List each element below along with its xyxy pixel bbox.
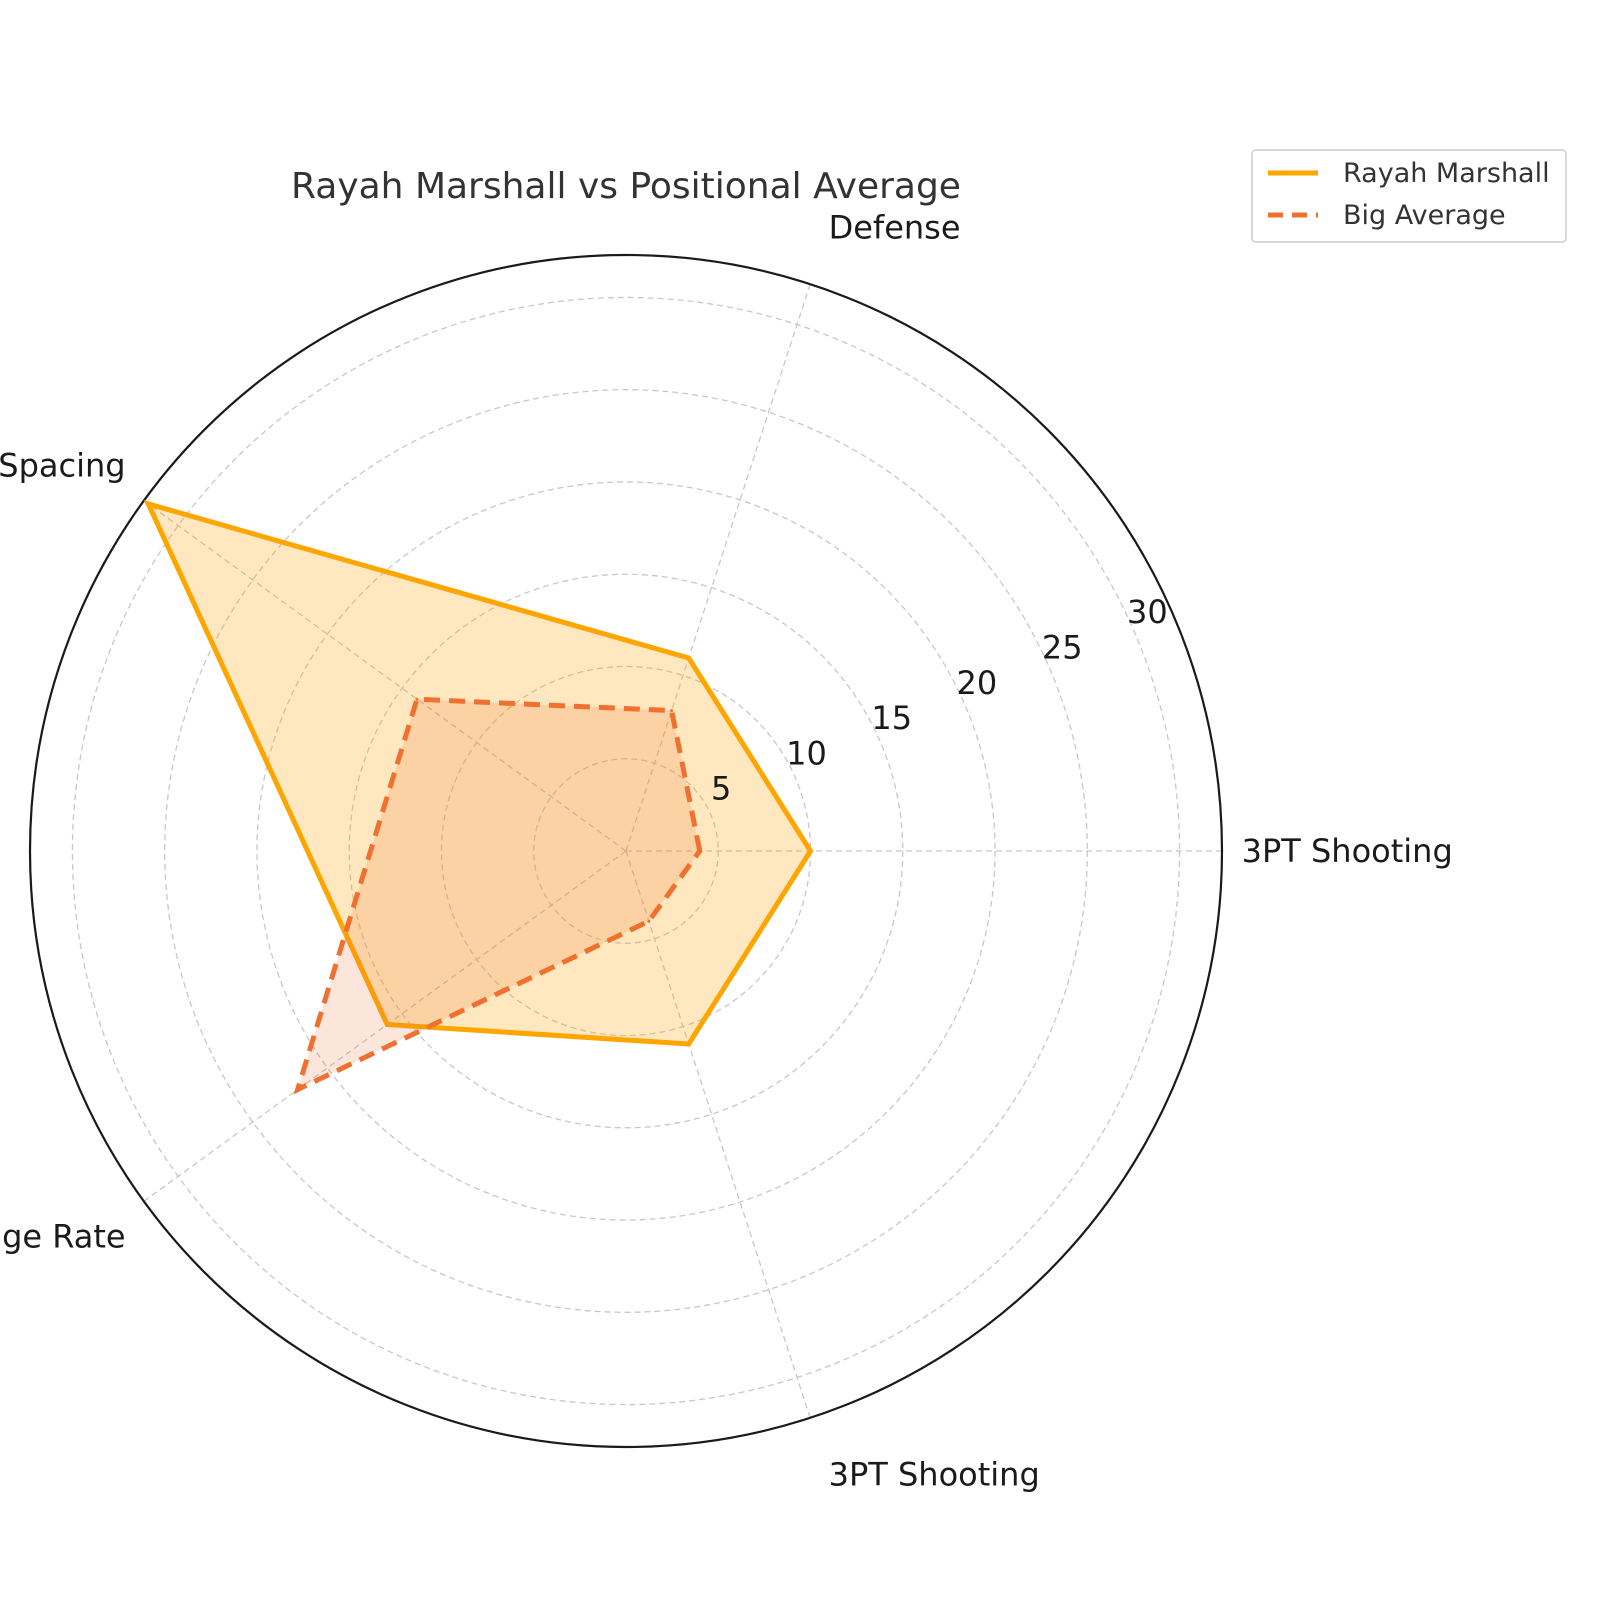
data-point	[296, 1088, 300, 1092]
axis-label: 3PT Shooting	[1242, 832, 1453, 870]
r-tick-label: 30	[1127, 593, 1168, 631]
legend: Rayah Marshall Big Average	[1251, 149, 1567, 243]
axis-labels: 3PT Shooting Defense Spacing Usage Rate 3PT …	[0, 209, 1453, 1494]
data-point	[670, 709, 674, 713]
data-point	[647, 919, 651, 923]
data-point	[687, 1042, 691, 1046]
axis-label: 3PT Shooting	[829, 1456, 1040, 1494]
data-point	[687, 656, 691, 660]
outer-frame	[28, 253, 1224, 1449]
axis-label: Usage Rate	[0, 1217, 126, 1255]
series-fill-1	[297, 699, 700, 1090]
grid-ring	[348, 573, 904, 1129]
data-point	[698, 849, 702, 853]
series-line-1	[293, 696, 703, 1095]
legend-label: Rayah Marshall	[1343, 158, 1550, 189]
axis-label: Defense	[829, 209, 961, 247]
series-layer	[143, 500, 814, 1095]
data-point	[385, 1023, 389, 1026]
data-point	[809, 849, 812, 853]
data-point	[146, 502, 150, 506]
grid-ring	[256, 481, 996, 1221]
r-tick-label: 5	[711, 770, 731, 808]
axis-label: Spacing	[0, 447, 126, 485]
series-line-0	[143, 500, 814, 1047]
r-tick-label: 10	[786, 734, 827, 772]
r-tick-label: 20	[957, 664, 998, 702]
r-tick-label: 25	[1042, 629, 1083, 667]
series-fill-0	[148, 503, 811, 1044]
legend-frame	[1251, 149, 1567, 243]
radial-tick-labels: 5 10 15 20 25 30	[711, 593, 1168, 808]
chart-title: Rayah Marshall vs Positional Average	[291, 166, 961, 207]
data-point	[415, 697, 419, 701]
r-tick-label: 15	[871, 699, 912, 737]
legend-label: Big Average	[1343, 200, 1506, 231]
